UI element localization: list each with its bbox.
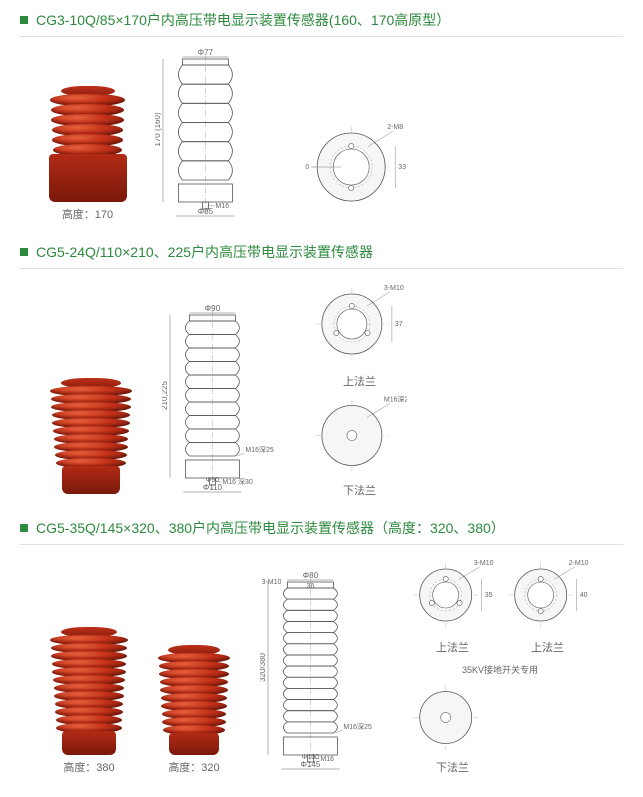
top-caption: 下法兰 <box>343 482 376 498</box>
photo-col: 高度：170 <box>50 86 125 222</box>
top-col: 下法兰 <box>410 680 495 775</box>
top-col: M16深25 下法兰 <box>312 393 407 498</box>
side-drawing: Φ77 Φ85 170 (160) M16 <box>155 47 275 222</box>
photo-caption: 高度：380 <box>63 759 114 775</box>
svg-text:37: 37 <box>395 321 403 328</box>
svg-text:M10: M10 <box>305 164 309 171</box>
svg-text:3-M10: 3-M10 <box>384 285 404 292</box>
top-caption: 上法兰 <box>436 639 469 655</box>
bushing-photo <box>50 378 132 494</box>
svg-text:35: 35 <box>485 592 493 599</box>
bushing-ribs <box>50 96 125 156</box>
svg-text:M16深25: M16深25 <box>343 722 372 731</box>
svg-text:170 (160): 170 (160) <box>155 112 162 147</box>
product-section: CG3-10Q/85×170户内高压带电显示装置传感器(160、170高原型） 高… <box>20 10 623 222</box>
bushing-base <box>62 466 120 494</box>
photo-col <box>50 378 132 498</box>
section-title: CG5-24Q/110×210、225户内高压带电显示装置传感器 <box>36 242 373 262</box>
bushing-base <box>169 733 219 755</box>
svg-text:Φ80: Φ80 <box>303 571 319 580</box>
bullet-icon <box>20 524 28 532</box>
bushing-ribs <box>50 637 128 733</box>
top-drawing: 3-M10 35 <box>410 555 495 635</box>
top-stack: 3-M10 37 上法兰 M16深25 下法兰 <box>312 279 407 498</box>
product-section: CG5-24Q/110×210、225户内高压带电显示装置传感器Φ90Φ110Φ… <box>20 242 623 498</box>
section-title: CG3-10Q/85×170户内高压带电显示装置传感器(160、170高原型） <box>36 10 450 30</box>
bushing-base <box>62 731 116 755</box>
bullet-icon <box>20 16 28 24</box>
side-drawing: Φ90Φ110Φ90210,225M16 深30M16深25 <box>162 303 282 498</box>
side-col: Φ77 Φ85 170 (160) M16 <box>155 47 275 222</box>
section-title: CG5-35Q/145×320、380户内高压带电显示装置传感器（高度：320、… <box>36 518 505 538</box>
svg-text:3-M10: 3-M10 <box>262 579 282 586</box>
bushing-photo <box>158 645 230 755</box>
bushing-photo <box>50 627 128 755</box>
svg-text:3-M10: 3-M10 <box>474 560 494 567</box>
top-grid: 3-M10 35 上法兰 2-M10 40 上法兰 35KV接地开关专用下法兰 <box>410 555 590 775</box>
bushing-ribs <box>158 655 230 735</box>
section-header: CG5-35Q/145×320、380户内高压带电显示装置传感器（高度：320、… <box>20 518 623 545</box>
svg-text:2-M10: 2-M10 <box>569 560 589 567</box>
content-row: Φ90Φ110Φ90210,225M16 深30M16深253-M1037上法兰… <box>20 279 623 498</box>
photo-col: 高度：380 <box>50 627 128 775</box>
bullet-icon <box>20 248 28 256</box>
svg-text:M16 深30: M16 深30 <box>222 477 252 486</box>
top-caption: 上法兰 <box>343 373 376 389</box>
top-col: 2-M8 M10 33 <box>305 112 415 222</box>
top-row: 下法兰 <box>410 680 590 775</box>
svg-text:2-M8: 2-M8 <box>387 124 403 131</box>
svg-text:Φ110: Φ110 <box>203 483 223 492</box>
side-drawing: Φ80 36 3-M10 Φ145Φ100 320/380 M16 M16深25 <box>260 570 380 775</box>
svg-text:Φ100: Φ100 <box>302 754 319 761</box>
svg-text:36: 36 <box>307 583 315 590</box>
top-drawing: 2-M8 M10 33 <box>305 112 415 222</box>
svg-text:M16: M16 <box>215 203 229 210</box>
photo-col: 高度：320 <box>158 645 230 775</box>
photo-caption: 高度：320 <box>168 759 219 775</box>
top-subcaption: 35KV接地开关专用 <box>410 663 590 676</box>
top-drawing <box>410 680 495 755</box>
svg-text:Φ90: Φ90 <box>206 477 219 484</box>
side-col: Φ80 36 3-M10 Φ145Φ100 320/380 M16 M16深25 <box>260 570 380 775</box>
product-section: CG5-35Q/145×320、380户内高压带电显示装置传感器（高度：320、… <box>20 518 623 775</box>
top-drawing: 3-M10 37 <box>312 279 407 369</box>
svg-text:210,225: 210,225 <box>162 380 169 409</box>
top-col: 3-M10 35 上法兰 <box>410 555 495 655</box>
top-drawing: 2-M10 40 <box>505 555 590 635</box>
svg-text:320/380: 320/380 <box>260 652 267 681</box>
svg-text:M16深25: M16深25 <box>384 395 407 404</box>
svg-text:M16深25: M16深25 <box>245 445 274 454</box>
section-header: CG3-10Q/85×170户内高压带电显示装置传感器(160、170高原型） <box>20 10 623 37</box>
bushing-ribs <box>50 388 132 468</box>
top-caption: 上法兰 <box>531 639 564 655</box>
photo-caption: 高度：170 <box>62 206 113 222</box>
svg-text:33: 33 <box>398 164 406 171</box>
top-col: 2-M10 40 上法兰 <box>505 555 590 655</box>
bushing-base <box>49 154 127 202</box>
top-stack: 2-M8 M10 33 <box>305 112 415 222</box>
top-row: 3-M10 35 上法兰 2-M10 40 上法兰 <box>410 555 590 655</box>
content-row: 高度：170 Φ77 Φ85 170 (160) M16 2-M8 M10 33 <box>20 47 623 222</box>
svg-text:Φ77: Φ77 <box>198 48 214 57</box>
top-caption: 下法兰 <box>436 759 469 775</box>
side-col: Φ90Φ110Φ90210,225M16 深30M16深25 <box>162 303 282 498</box>
section-header: CG5-24Q/110×210、225户内高压带电显示装置传感器 <box>20 242 623 269</box>
svg-text:M16: M16 <box>320 756 334 763</box>
svg-text:Φ90: Φ90 <box>205 304 221 313</box>
bushing-photo <box>50 86 125 202</box>
svg-text:40: 40 <box>580 592 588 599</box>
top-col: 3-M10 37 上法兰 <box>312 279 407 389</box>
svg-text:Φ85: Φ85 <box>198 207 214 216</box>
svg-text:Φ145: Φ145 <box>301 760 321 769</box>
top-drawing: M16深25 <box>312 393 407 478</box>
content-row: 高度：380 高度：320 Φ80 36 3-M10 Φ145Φ100 320/380 M16… <box>20 555 623 775</box>
